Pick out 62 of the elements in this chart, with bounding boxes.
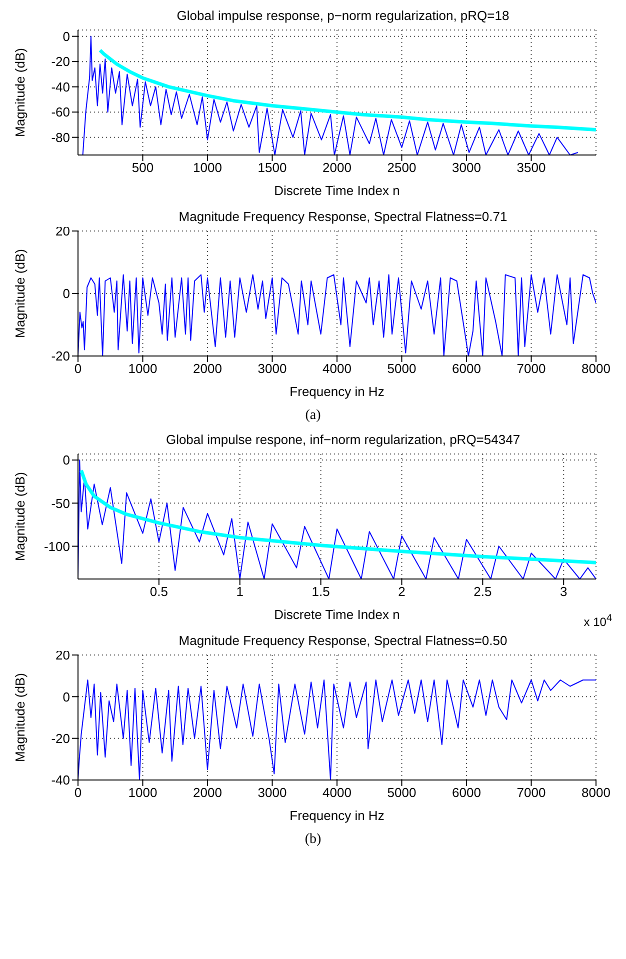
y-tick-label: -20 (51, 348, 70, 364)
x-tick-label: 6000 (452, 361, 481, 376)
x-tick-label: 1.5 (312, 584, 330, 600)
text: (a) (304, 408, 322, 424)
x-tick-label: 1500 (258, 160, 287, 176)
chart-title: Global impulse response, p−norm regularization, pRQ=18 (176, 8, 510, 25)
x-tick-label: 6000 (452, 785, 481, 800)
x-tick-label: 500 (132, 160, 154, 176)
y-axis-title: Magnitude (dB) (12, 48, 28, 137)
y-axis-title: Magnitude (dB) (12, 472, 28, 561)
x-tick-label: 4000 (322, 785, 352, 800)
x-tick-label: 5000 (387, 785, 416, 800)
x-tick-label: 2000 (193, 361, 222, 376)
y-tick-label: 0 (62, 286, 70, 302)
text: (b) (304, 832, 322, 848)
x-tick-label: 2000 (193, 785, 222, 800)
y-tick-label: 0 (62, 28, 70, 44)
x-axis-title: Frequency in Hz (290, 808, 384, 823)
y-axis-title: Magnitude (dB) (12, 249, 28, 338)
chart-title: Magnitude Frequency Response, Spectral Flatness=0.50 (178, 633, 508, 648)
x-axis-title: Discrete Time Index n (274, 183, 400, 198)
x-tick-label: 4000 (322, 361, 352, 376)
line-series (79, 468, 596, 564)
x-tick-label: 3000 (258, 785, 287, 800)
x-tick-label: 2500 (387, 160, 416, 176)
x-axis-title: Frequency in Hz (290, 384, 384, 399)
x-tick-label: 2 (398, 584, 406, 600)
y-tick-label: 0 (62, 689, 70, 704)
x-tick-label: 3000 (258, 361, 287, 376)
y-tick-label: 0 (62, 452, 70, 468)
x-tick-label: 1000 (128, 361, 158, 376)
x-tick-label: 3000 (452, 160, 481, 176)
x-tick-label: 1 (236, 584, 244, 600)
x-tick-label: 2000 (322, 160, 352, 176)
x-tick-label: 7000 (516, 785, 546, 800)
x-tick-label: 0 (74, 785, 82, 800)
y-tick-label: -80 (51, 130, 70, 145)
x-tick-label: 3 (560, 584, 568, 600)
y-tick-label: -20 (51, 730, 70, 746)
y-tick-label: -50 (51, 496, 70, 511)
chart-title: Magnitude Frequency Response, Spectral Flatness=0.71 (178, 209, 508, 224)
y-tick-label: -20 (51, 54, 70, 70)
x-tick-label: 7000 (516, 361, 546, 376)
text: x 10$^{4}$ (584, 613, 612, 629)
y-axis-title: Magnitude (dB) (12, 673, 28, 762)
x-tick-label: 1000 (193, 160, 222, 176)
y-tick-label: -60 (51, 104, 70, 120)
x-tick-label: 5000 (387, 361, 416, 376)
x-axis-title: Discrete Time Index n (274, 607, 400, 622)
x-tick-label: 8000 (582, 361, 610, 376)
y-tick-label: -40 (51, 79, 70, 94)
x-tick-label: 0 (74, 361, 82, 376)
x-tick-label: 3500 (516, 160, 546, 176)
line-series (82, 36, 578, 155)
chart-title: Global impulse respone, inf−norm regularization, pRQ=54347 (164, 432, 522, 449)
y-tick-label: -100 (44, 538, 70, 554)
x-tick-label: 2.5 (474, 584, 492, 600)
x-tick-label: 8000 (582, 785, 610, 800)
x-tick-label: 1000 (128, 785, 158, 800)
x-tick-label: 0.5 (150, 584, 168, 600)
y-tick-label: -40 (51, 772, 70, 788)
line-series (98, 48, 596, 132)
